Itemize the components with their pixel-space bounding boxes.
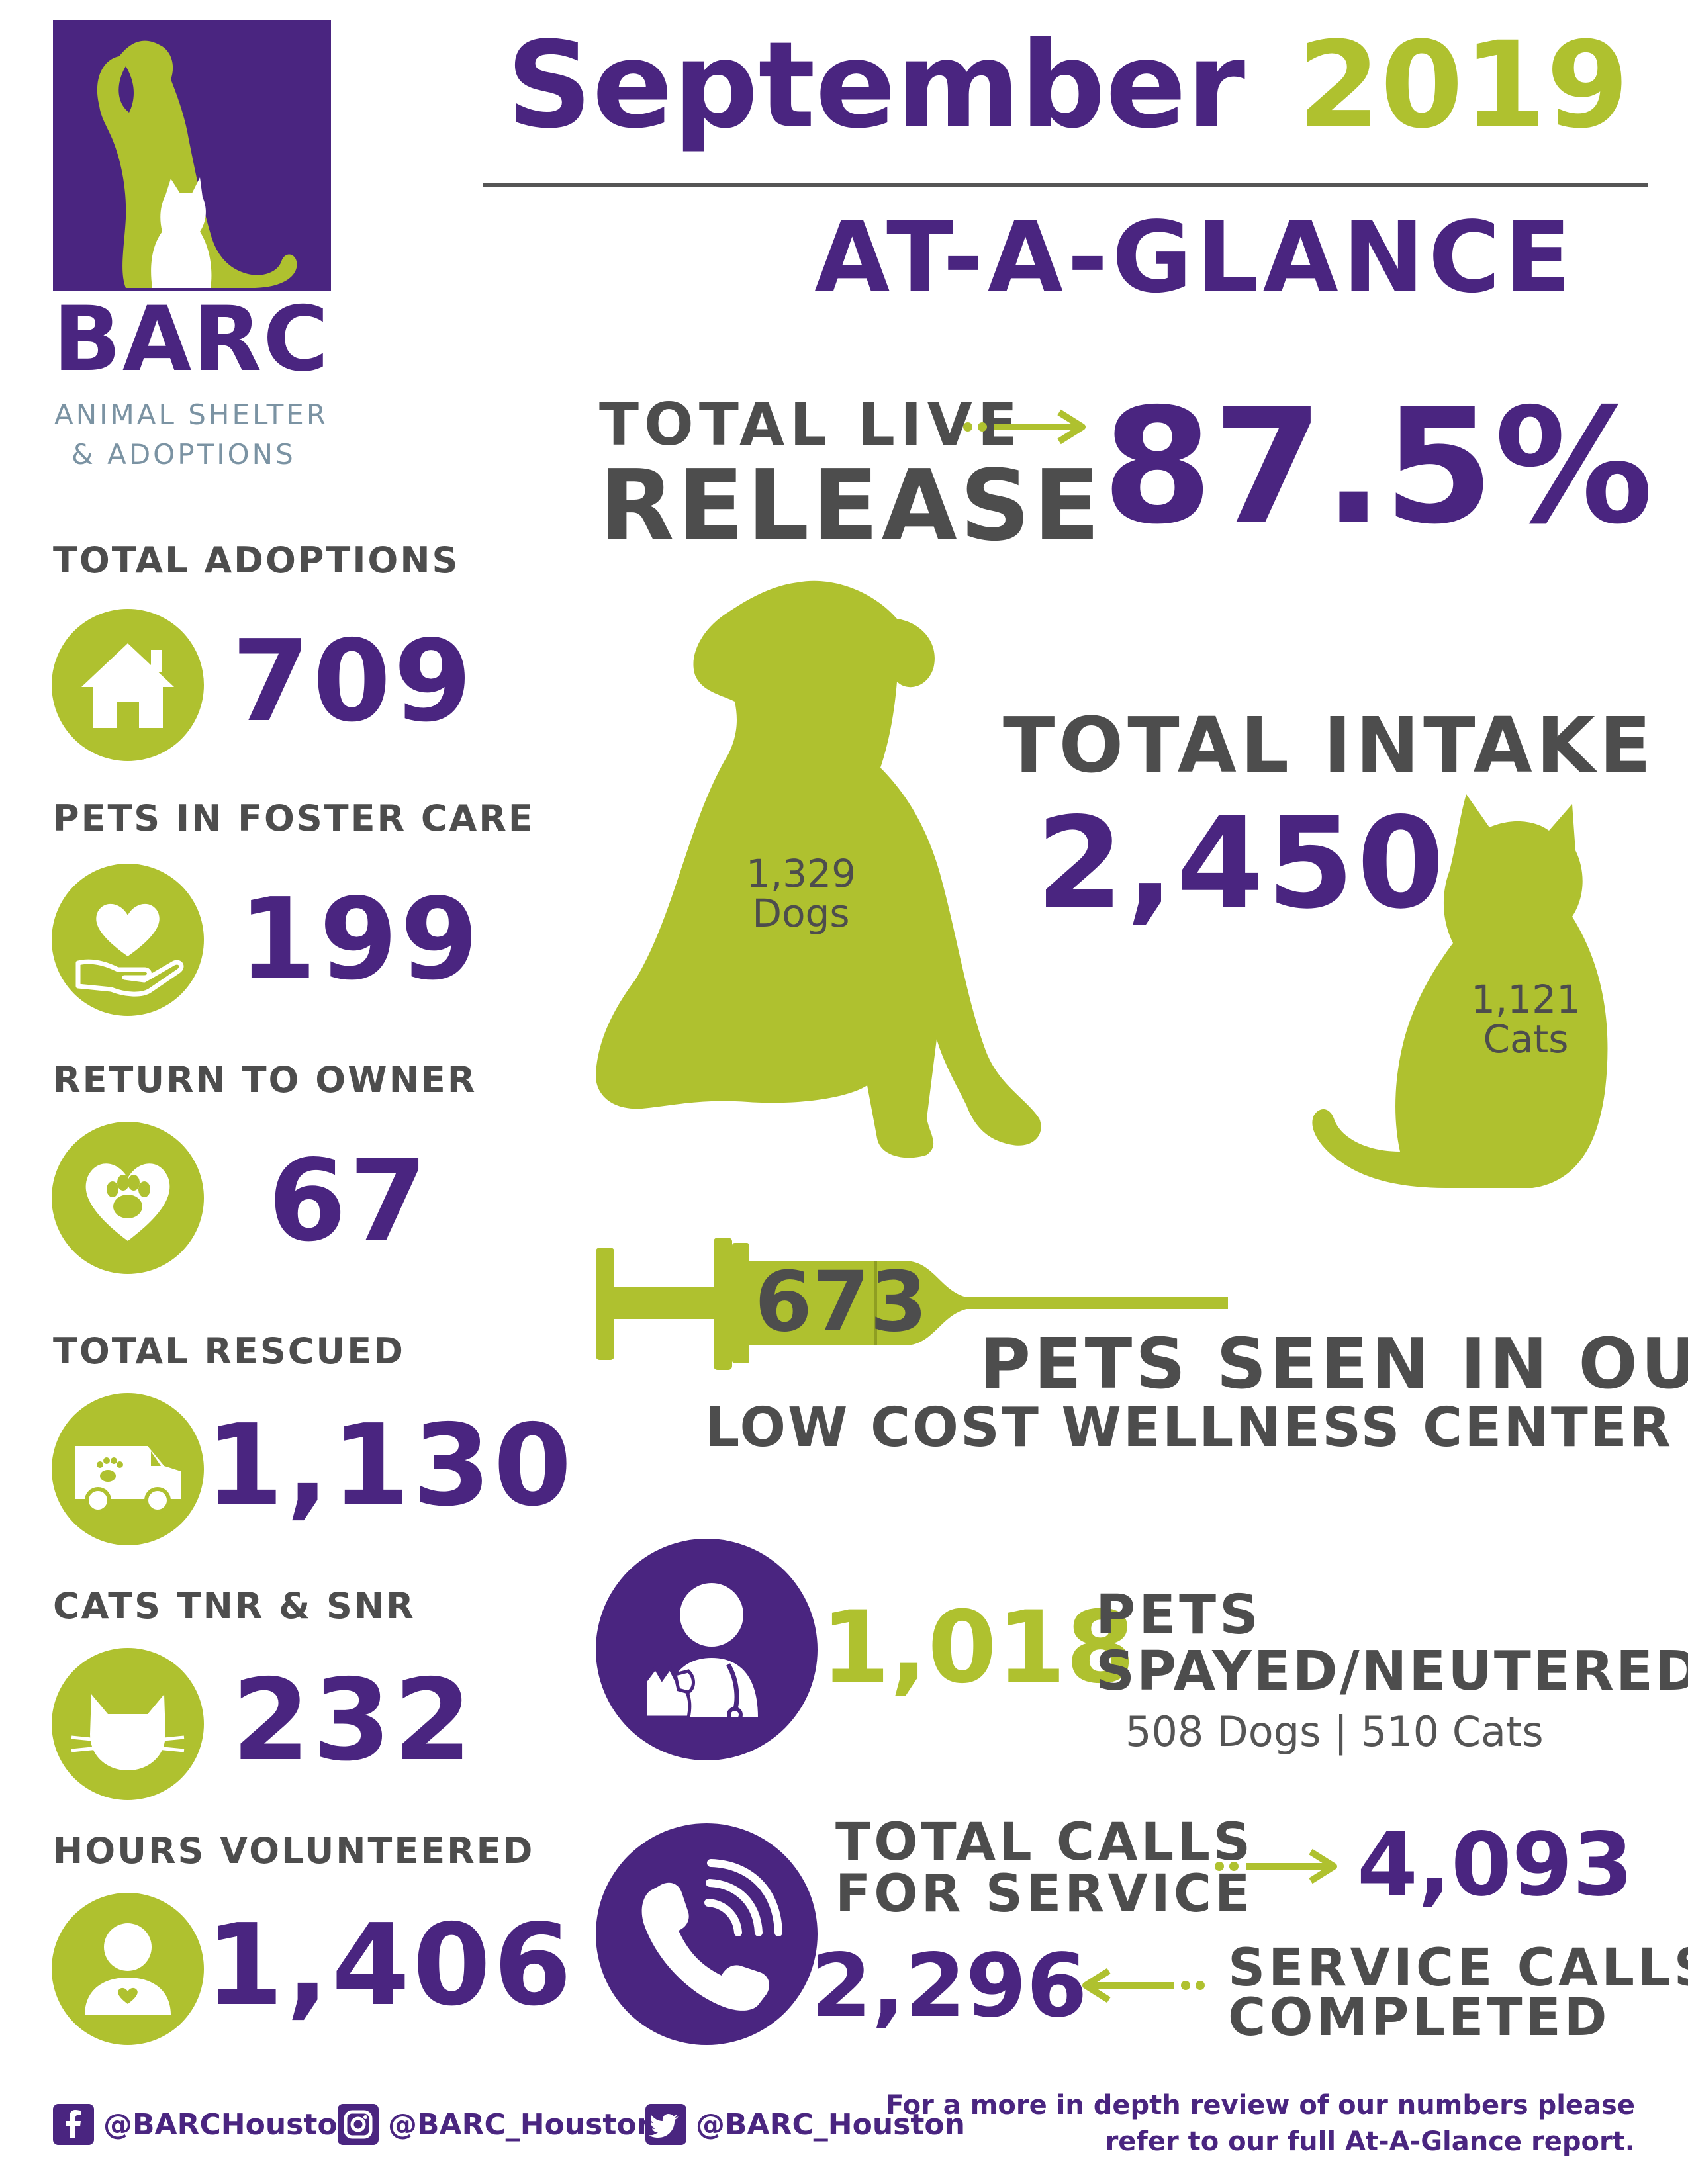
- dogs-count: 1,329: [745, 851, 857, 896]
- stat-label-cats-tnr: CATS TNR & SNR: [53, 1585, 416, 1627]
- arrow-left-icon: [1082, 1968, 1205, 2003]
- live-release-label-line1: TOTAL LIVE: [599, 390, 1023, 459]
- stat-label-foster: PETS IN FOSTER CARE: [53, 797, 535, 839]
- calls-completed-label-line1: SERVICE CALLS: [1228, 1938, 1688, 1998]
- calls-completed-label-line2: COMPLETED: [1228, 1988, 1611, 2048]
- cat-silhouette-icon: [1312, 794, 1608, 1188]
- live-release-value: 87.5%: [1102, 374, 1654, 559]
- wellness-value: 673: [755, 1254, 927, 1350]
- cats-tnr-circle: [52, 1648, 204, 1800]
- spay-label-line1: PETS: [1096, 1584, 1262, 1647]
- arrow-right-icon: [1215, 1848, 1337, 1884]
- stat-label-rescued: TOTAL RESCUED: [53, 1330, 405, 1372]
- facebook-icon: [53, 2104, 94, 2145]
- twitter-link[interactable]: @BARC_Houston: [645, 2101, 965, 2148]
- arrow-right-icon: [963, 409, 1086, 445]
- calls-total-label-line2: FOR SERVICE: [835, 1864, 1254, 1924]
- cat-face-icon: [71, 1694, 185, 1770]
- twitter-icon: [645, 2104, 686, 2145]
- page-subtitle: AT-A-GLANCE: [814, 201, 1575, 314]
- spay-value: 1,018: [821, 1590, 1135, 1706]
- heart-hand-icon: [75, 903, 184, 997]
- stat-value-foster: 199: [238, 874, 481, 1005]
- logo-mark: [53, 20, 331, 291]
- paw-heart-icon: [85, 1163, 170, 1241]
- facebook-link[interactable]: @BARCHouston: [53, 2101, 358, 2148]
- header-divider: [483, 183, 1648, 187]
- return-circle: [52, 1122, 204, 1274]
- brand-subtitle-line2: & ADOPTIONS: [71, 438, 296, 471]
- calls-total-label-line1: TOTAL CALLS: [835, 1813, 1254, 1872]
- dog-cat-logo-icon: [97, 40, 297, 288]
- spay-circle: [596, 1539, 818, 1760]
- stat-label-adoptions: TOTAL ADOPTIONS: [53, 539, 460, 581]
- stat-value-cats-tnr: 232: [232, 1655, 475, 1786]
- stat-value-adoptions: 709: [232, 616, 475, 747]
- cats-count: 1,121: [1470, 977, 1581, 1022]
- stat-value-return: 67: [268, 1136, 430, 1267]
- facebook-handle: @BARCHouston: [103, 2107, 358, 2142]
- spay-label-line2: SPAYED/NEUTERED: [1096, 1640, 1688, 1703]
- stat-value-volunteer: 1,406: [205, 1900, 575, 2031]
- vet-icon: [643, 1583, 758, 1723]
- footer-note-line1: For a more in depth review of our number…: [885, 2090, 1635, 2120]
- calls-circle: [596, 1823, 818, 2045]
- calls-total-value: 4,093: [1357, 1814, 1634, 1916]
- instagram-icon: [338, 2104, 379, 2145]
- stat-label-volunteer: HOURS VOLUNTEERED: [53, 1830, 535, 1872]
- dogs-label: Dogs: [752, 891, 850, 936]
- intake-value: 2,450: [1036, 790, 1447, 936]
- volunteer-circle: [52, 1893, 204, 2045]
- stat-value-rescued: 1,130: [205, 1400, 575, 1531]
- cats-label: Cats: [1483, 1017, 1569, 1062]
- title-year: 2019: [1297, 17, 1629, 155]
- spay-breakdown: 508 Dogs | 510 Cats: [1125, 1707, 1544, 1756]
- volunteer-icon: [85, 1923, 171, 2015]
- intake-label: TOTAL INTAKE: [1003, 702, 1656, 790]
- phone-icon: [641, 1859, 782, 2011]
- rescue-van-icon: [75, 1446, 181, 1514]
- calls-completed-value: 2,296: [811, 1935, 1088, 2037]
- syringe-icon: [596, 1238, 1228, 1370]
- adoptions-circle: [52, 609, 204, 761]
- title-month: September: [506, 17, 1245, 155]
- house-icon: [81, 643, 174, 728]
- stat-label-return: RETURN TO OWNER: [53, 1059, 477, 1101]
- brand-name: BARC: [53, 287, 330, 391]
- instagram-link[interactable]: @BARC_Houston: [338, 2101, 657, 2148]
- brand-subtitle-line1: ANIMAL SHELTER: [54, 398, 329, 431]
- wellness-label-line2: LOW COST WELLNESS CENTER: [705, 1396, 1673, 1459]
- instagram-handle: @BARC_Houston: [388, 2107, 657, 2142]
- foster-circle: [52, 864, 204, 1016]
- twitter-handle: @BARC_Houston: [696, 2107, 965, 2142]
- rescued-circle: [52, 1393, 204, 1545]
- dog-silhouette-icon: [596, 580, 1041, 1158]
- wellness-label-line1: PETS SEEN IN OUR: [980, 1324, 1688, 1404]
- live-release-label-line2: RELEASE: [599, 449, 1103, 563]
- footer-note-line2: refer to our full At-A-Glance report.: [1105, 2126, 1635, 2157]
